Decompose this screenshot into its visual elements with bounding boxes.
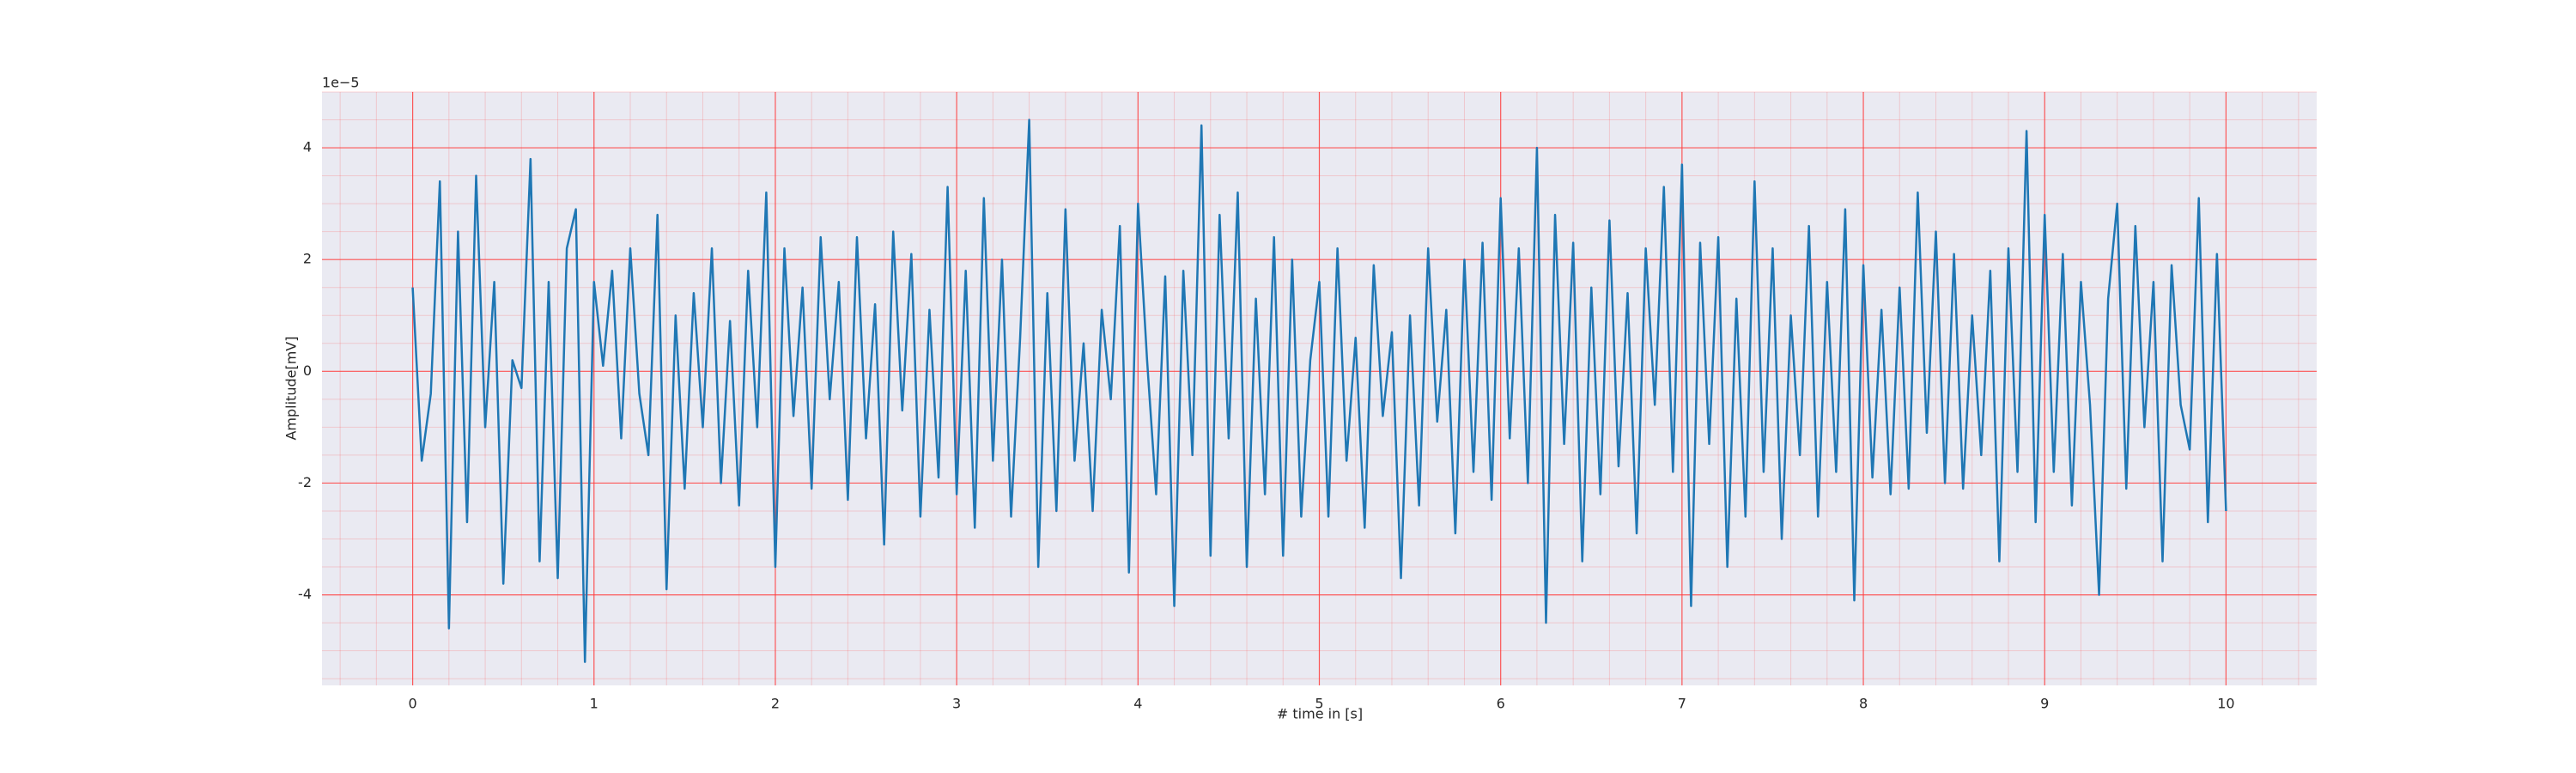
y-tick-label: 4 (303, 139, 312, 155)
y-tick-label: -4 (298, 586, 312, 602)
y-tick-label: 0 (303, 362, 312, 379)
signal-line (411, 119, 2227, 663)
x-tick-label: 1 (590, 696, 598, 712)
y-tick-label: -2 (298, 474, 312, 490)
x-tick-label: 3 (952, 696, 961, 712)
x-tick-label: 4 (1133, 696, 1142, 712)
x-tick-label: 7 (1678, 696, 1686, 712)
x-tick-label: 8 (1859, 696, 1868, 712)
y-axis-label: Amplitude[mV] (283, 336, 300, 440)
x-tick-label: 6 (1497, 696, 1505, 712)
y-tick-label: 2 (303, 251, 312, 267)
x-tick-label: 0 (408, 696, 416, 712)
x-axis-label: # time in [s] (1277, 706, 1363, 722)
x-tick-label: 10 (2217, 696, 2234, 712)
x-tick-label: 5 (1315, 696, 1323, 712)
x-tick-label: 9 (2040, 696, 2049, 712)
offset-text: 1e−5 (322, 75, 360, 91)
x-tick-label: 2 (771, 696, 780, 712)
